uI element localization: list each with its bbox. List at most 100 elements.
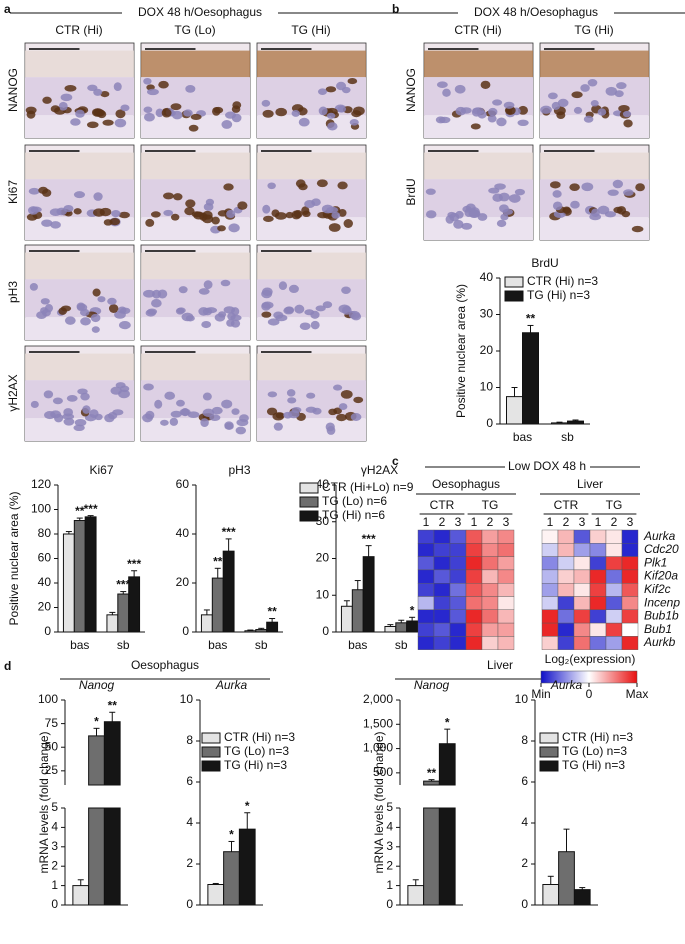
heatmap-cell [605,609,623,624]
nucleus [349,119,359,126]
heatmap-cell [449,583,467,597]
y-tick-label: 20 [38,600,52,614]
nucleus [496,117,507,127]
column-label: 2 [611,515,618,529]
heatmap-cell [433,556,451,571]
nucleus [63,417,75,426]
nucleus [310,310,320,319]
bar [567,420,584,425]
nucleus [185,199,196,208]
heatmap-cell [449,609,467,624]
nucleus [30,400,39,409]
heatmap-cell [449,596,467,611]
nucleus [198,307,209,316]
nucleus [304,199,316,209]
nucleus [154,399,163,409]
nucleus [503,101,515,109]
heatmap-cell [481,583,499,597]
bar [62,533,75,633]
y-tick-label: 0 [386,897,393,911]
bar [84,516,97,633]
heatmap-cell [573,622,591,637]
bar [255,629,268,633]
x-axis-label: Log₂(expression) [545,652,636,666]
legend-label: CTR (Hi) n=3 [562,730,633,744]
x-tick-label: sb [117,638,130,652]
nucleus [170,410,182,418]
nucleus [236,418,249,427]
row-label: Ki67 [6,180,20,204]
heatmap-cell [449,636,467,650]
nucleus [209,414,221,421]
panel-label: c [392,454,399,468]
nucleus [591,208,600,217]
tissue-keratin [25,252,134,280]
nucleus [226,209,236,219]
nucleus [487,114,497,123]
bar [558,851,575,906]
nucleus [223,183,234,191]
heatmap-cell [605,583,623,597]
nucleus [580,84,590,92]
nucleus [44,304,54,313]
nucleus [82,405,91,414]
y-tick-label: 2,000 [363,692,393,706]
heatmap-cell [589,596,607,611]
nucleus [347,78,358,85]
nucleus [178,286,188,294]
nucleus [202,392,212,401]
nucleus [454,84,466,94]
nucleus [114,310,126,319]
heatmap-cell [433,583,451,597]
y-axis-label: mRNA levels (fold change) [37,731,51,873]
heatmap-cell [449,556,467,571]
nucleus [283,306,295,315]
heatmap-cell [621,622,639,637]
significance-label: *** [84,502,98,516]
micrograph [24,144,135,241]
y-tick-label: 40 [316,477,330,491]
y-tick-label: 10 [180,692,194,706]
chart-title: pH3 [228,463,250,477]
nucleus [583,115,594,123]
nucleus [333,384,343,391]
nucleus [340,390,353,399]
y-tick-label: 120 [31,477,51,491]
nucleus [262,215,274,222]
y-tick-label: 80 [38,526,52,540]
legend-swatch [201,760,221,772]
nucleus [436,81,448,89]
nucleus [331,211,341,219]
bar [266,621,279,633]
nucleus [118,211,130,219]
nucleus [80,392,90,401]
row-label: NANOG [6,68,20,112]
nucleus [581,182,594,192]
heatmap-cell [481,529,499,544]
nucleus [73,191,86,199]
group-title: Oesophagus [131,658,199,672]
column-label: 2 [439,515,446,529]
row-label: Bub1b [644,609,679,623]
nucleus [306,392,316,399]
y-tick-label: 0 [322,624,329,638]
y-tick-label: 6 [521,774,528,788]
heatmap-cell [605,636,623,650]
tissue-keratin [424,152,533,180]
nucleus [298,117,310,127]
nucleus [38,186,49,194]
column-label: 1 [595,515,602,529]
nucleus [614,90,624,98]
y-tick-label: 40 [480,270,494,284]
micrograph [423,144,534,241]
nucleus [171,110,183,120]
y-tick-label: 10 [515,692,529,706]
tissue-keratin [25,353,134,381]
nucleus [224,421,234,430]
nucleus [75,109,85,118]
nucleus [316,179,328,188]
legend-swatch [201,732,221,744]
nucleus [605,86,618,96]
heatmap-cell [433,529,451,544]
nucleus [488,187,500,194]
